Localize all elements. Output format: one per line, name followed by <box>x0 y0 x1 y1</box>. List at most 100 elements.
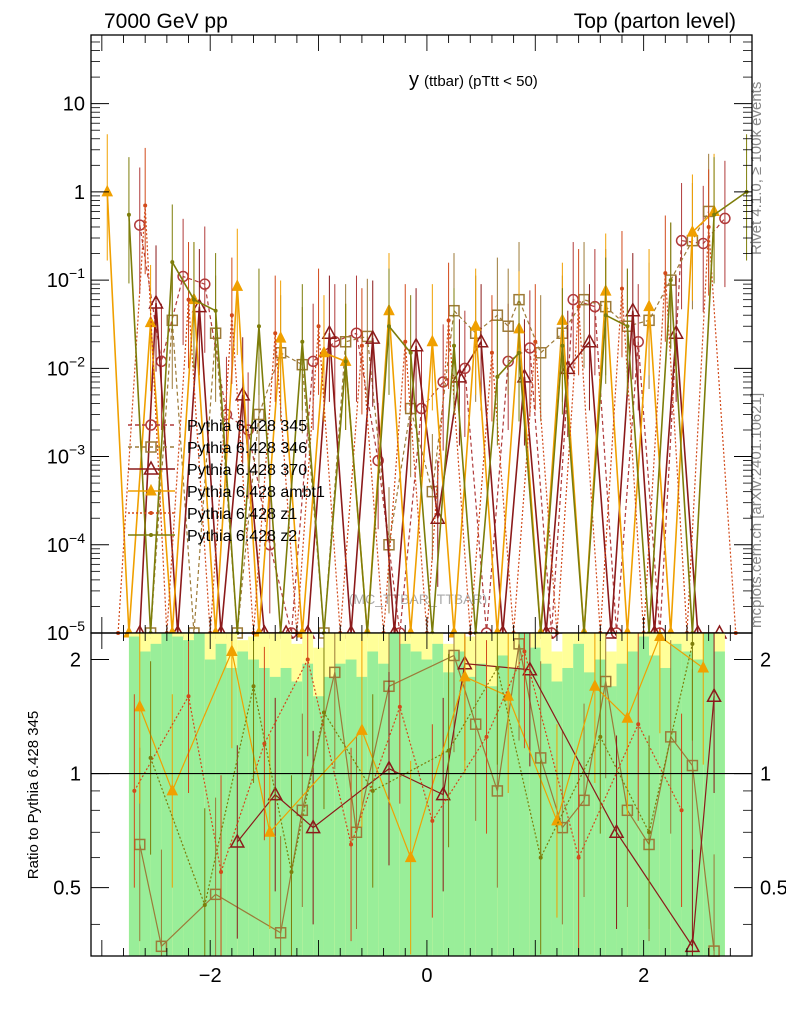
ratio-point <box>155 940 168 953</box>
data-point <box>191 297 196 302</box>
band-green <box>659 667 671 956</box>
legend-marker <box>143 460 159 475</box>
ratio-y-label: Ratio to Pythia 6.428 345 <box>25 711 42 879</box>
data-point <box>712 212 717 217</box>
data-point <box>343 359 348 364</box>
data-point <box>213 308 218 313</box>
y-tick-label: 10−4 <box>47 530 85 557</box>
data-point <box>625 324 630 329</box>
band-green <box>323 676 335 956</box>
data-point <box>533 339 538 344</box>
data-point <box>663 271 668 276</box>
ratio-point <box>706 687 722 703</box>
ratio-tick-label-right: 1 <box>760 764 771 786</box>
legend-marker <box>149 511 153 515</box>
ratio-point <box>349 842 354 847</box>
data-point <box>706 224 711 229</box>
watermark: (MC_TTBAR_TTBAR) <box>349 591 487 607</box>
band-green <box>714 651 725 956</box>
legend-entry: Pythia 6.428 ambt1 <box>128 483 325 501</box>
legend-label: Pythia 6.428 370 <box>187 462 307 479</box>
ratio-point <box>370 788 375 793</box>
ratio-point <box>686 759 699 772</box>
data-point <box>719 212 731 225</box>
band-green <box>139 651 151 956</box>
ratio-point <box>502 689 514 701</box>
ratio-point <box>186 694 191 699</box>
data-point <box>274 330 287 343</box>
ratio-point <box>647 830 652 835</box>
band-green <box>334 663 346 956</box>
band-green <box>649 655 660 956</box>
band-green <box>204 659 216 956</box>
data-point <box>495 374 500 379</box>
band-green <box>172 636 184 956</box>
band-green <box>226 667 238 956</box>
data-point <box>234 386 251 401</box>
data-point <box>560 343 565 348</box>
band-green <box>475 663 487 956</box>
band-green <box>508 667 520 956</box>
data-point <box>668 324 684 339</box>
mcplots-label: mcplots.cern.ch [arXiv:2401.10621] <box>748 393 765 628</box>
band-green <box>193 633 205 956</box>
series-line <box>149 211 710 634</box>
x-tick-label: −2 <box>199 965 222 987</box>
band-green <box>313 696 324 956</box>
watermark-text: (MC_TTBAR_TTBAR) <box>349 591 487 607</box>
band-green <box>237 651 249 956</box>
ratio-point <box>664 731 677 743</box>
band-green <box>497 655 509 956</box>
legend-marker <box>145 483 157 496</box>
data-point <box>473 333 489 348</box>
ratio-point <box>636 722 641 727</box>
ratio-point <box>404 850 417 863</box>
data-point <box>426 334 439 347</box>
band-green <box>378 663 389 956</box>
data-point <box>359 343 364 348</box>
data-point <box>364 329 381 344</box>
data-point <box>643 299 655 312</box>
ratio-point <box>495 665 500 670</box>
ratio-point <box>654 629 666 642</box>
band-green <box>519 633 530 956</box>
data-point <box>603 313 608 318</box>
main-axes: 10 1 10−1 10−2 10−3 10−4 10−5 <box>47 34 753 645</box>
data-point <box>316 324 321 329</box>
data-point <box>229 313 234 318</box>
legend-label: Pythia 6.428 z1 <box>187 506 297 523</box>
ratio-point <box>133 699 146 712</box>
ratio-point <box>522 661 538 676</box>
chart-title-main: y <box>409 69 419 91</box>
ratio-tick-label-left: 2 <box>70 650 81 672</box>
ratio-point <box>289 869 294 874</box>
legend-marker <box>145 419 157 431</box>
legend-label: Pythia 6.428 346 <box>187 440 307 457</box>
ratio-point <box>267 786 283 801</box>
data-point <box>576 304 581 309</box>
y-tick-label: 10−1 <box>47 265 85 292</box>
header-left: 7000 GeV pp <box>104 10 228 33</box>
band-green <box>183 640 194 956</box>
ratio-point <box>274 927 287 939</box>
band-green <box>150 643 162 956</box>
data-point <box>186 297 191 302</box>
band-green <box>291 681 303 956</box>
ratio-point <box>679 808 684 813</box>
legend-label: Pythia 6.428 z2 <box>187 528 297 545</box>
data-point <box>625 302 641 317</box>
ratio-point <box>356 723 368 735</box>
ratio-point <box>430 818 435 823</box>
y-tick-label: 10−3 <box>47 442 85 469</box>
ratio-point <box>226 644 238 657</box>
legend-entry: Pythia 6.428 z2 <box>128 528 297 545</box>
ratio-point <box>397 704 402 709</box>
y-tick-label: 10 <box>63 94 85 116</box>
ratio-point <box>202 902 207 907</box>
ratio-point <box>576 855 581 860</box>
band-green <box>454 651 465 956</box>
legend-entry: Pythia 6.428 370 <box>128 460 307 479</box>
ratio-point <box>551 813 563 826</box>
ratio-point <box>684 937 701 953</box>
data-point <box>148 294 164 309</box>
